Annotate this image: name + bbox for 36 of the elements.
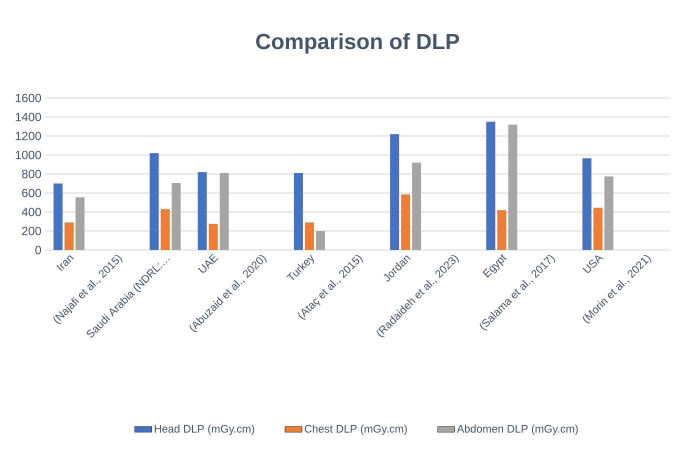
bar <box>508 124 518 250</box>
y-tick-label: 1600 <box>16 94 42 102</box>
bar <box>390 134 400 250</box>
bar <box>160 209 170 250</box>
bar <box>582 158 592 250</box>
y-tick-label: 800 <box>22 170 42 178</box>
bar <box>304 222 314 250</box>
y-tick-label: 200 <box>22 226 42 236</box>
y-tick-label: 400 <box>22 208 42 216</box>
bar <box>401 194 410 250</box>
x-tick-label: Iran <box>56 255 74 272</box>
y-tick-label: 1400 <box>16 112 42 122</box>
y-tick-label: 1200 <box>16 132 42 140</box>
bar <box>294 173 303 250</box>
y-tick-label: 1000 <box>16 150 42 160</box>
chart-title: Comparison of DLP <box>256 33 460 54</box>
bar <box>76 197 85 250</box>
y-tick-label: 600 <box>22 188 42 198</box>
bar <box>208 224 218 250</box>
bar <box>198 172 207 250</box>
legend-label: Chest DLP (mGy.cm) <box>304 424 407 435</box>
bar <box>172 183 181 250</box>
bar <box>64 222 74 250</box>
bar <box>220 173 229 250</box>
bar <box>593 208 602 250</box>
bar <box>486 122 496 250</box>
bar <box>497 210 506 250</box>
bar <box>54 183 63 250</box>
bar <box>412 162 422 250</box>
bar <box>604 176 614 250</box>
legend-label: Head DLP (mGy.cm) <box>154 424 254 435</box>
bar <box>316 230 325 250</box>
bar <box>150 153 159 250</box>
x-tick-label: USA <box>582 255 604 273</box>
legend-label: Abdomen DLP (mGy.cm) <box>456 424 578 435</box>
y-tick-label: 0 <box>35 246 42 254</box>
